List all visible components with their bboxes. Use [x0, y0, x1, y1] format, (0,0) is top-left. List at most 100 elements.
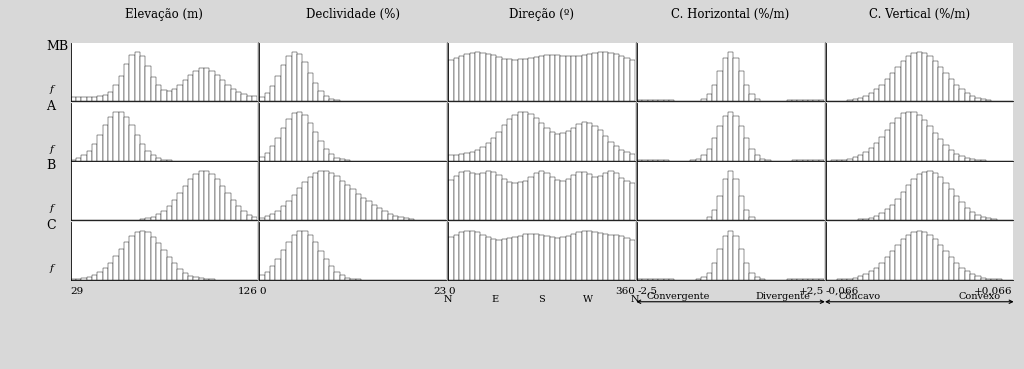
Bar: [318, 141, 324, 161]
Bar: [135, 52, 140, 101]
Bar: [577, 124, 582, 161]
Bar: [265, 152, 270, 161]
Bar: [518, 112, 523, 161]
Bar: [318, 171, 324, 220]
Bar: [922, 53, 928, 101]
Bar: [577, 172, 582, 220]
Bar: [313, 83, 318, 101]
Bar: [204, 68, 209, 101]
Text: Elevação (m): Elevação (m): [125, 8, 203, 21]
Bar: [981, 160, 986, 161]
Bar: [307, 177, 313, 220]
Bar: [119, 249, 124, 280]
Text: E: E: [492, 295, 499, 304]
Bar: [124, 117, 129, 161]
Bar: [723, 58, 728, 101]
Bar: [81, 278, 87, 280]
Bar: [129, 236, 135, 280]
Bar: [502, 179, 507, 220]
Bar: [786, 100, 792, 101]
Bar: [965, 208, 970, 220]
Bar: [885, 79, 890, 101]
Bar: [528, 58, 534, 101]
Bar: [743, 85, 750, 101]
Bar: [449, 237, 454, 280]
Bar: [928, 235, 933, 280]
Bar: [733, 179, 738, 220]
Bar: [209, 70, 215, 101]
Bar: [874, 143, 880, 161]
Bar: [847, 279, 853, 280]
Bar: [81, 155, 87, 161]
Bar: [140, 231, 145, 280]
Bar: [135, 232, 140, 280]
Bar: [863, 96, 868, 101]
Bar: [620, 150, 625, 161]
Bar: [792, 100, 798, 101]
Bar: [372, 205, 377, 220]
Bar: [664, 100, 669, 101]
Bar: [712, 210, 717, 220]
Bar: [307, 73, 313, 101]
Bar: [334, 100, 340, 101]
Bar: [717, 126, 723, 161]
Bar: [480, 147, 485, 161]
Bar: [114, 111, 119, 161]
Bar: [593, 232, 598, 280]
Bar: [943, 73, 948, 101]
Bar: [863, 152, 868, 161]
Bar: [965, 93, 970, 101]
Bar: [760, 159, 765, 161]
Bar: [545, 173, 550, 220]
Bar: [259, 275, 265, 280]
Bar: [71, 160, 76, 161]
Bar: [560, 238, 565, 280]
Bar: [502, 239, 507, 280]
Bar: [696, 159, 701, 161]
Bar: [485, 54, 490, 101]
Bar: [92, 97, 97, 101]
Bar: [281, 250, 286, 280]
Bar: [906, 111, 911, 161]
Bar: [135, 135, 140, 161]
Bar: [242, 94, 247, 101]
Bar: [750, 217, 755, 220]
Text: MB: MB: [46, 40, 69, 53]
Bar: [813, 100, 818, 101]
Bar: [701, 99, 707, 101]
Bar: [459, 232, 464, 280]
Bar: [512, 237, 518, 280]
Bar: [124, 242, 129, 280]
Bar: [140, 219, 145, 220]
Bar: [177, 193, 182, 220]
Bar: [959, 156, 965, 161]
Bar: [140, 56, 145, 101]
Text: +2,5: +2,5: [799, 287, 824, 296]
Bar: [252, 217, 257, 220]
Bar: [598, 233, 603, 280]
Bar: [587, 231, 593, 280]
Bar: [302, 231, 307, 280]
Bar: [620, 237, 625, 280]
Bar: [755, 277, 760, 280]
Bar: [145, 232, 151, 280]
Bar: [475, 174, 480, 220]
Bar: [991, 100, 996, 101]
Bar: [938, 177, 943, 220]
Bar: [986, 279, 991, 280]
Bar: [518, 59, 523, 101]
Bar: [539, 56, 545, 101]
Bar: [459, 56, 464, 101]
Bar: [630, 240, 635, 280]
Bar: [470, 173, 475, 220]
Text: 23: 23: [433, 287, 446, 296]
Bar: [225, 193, 230, 220]
Bar: [512, 183, 518, 220]
Bar: [933, 61, 938, 101]
Bar: [177, 85, 182, 101]
Bar: [393, 215, 398, 220]
Bar: [906, 186, 911, 220]
Bar: [916, 115, 922, 161]
Bar: [119, 111, 124, 161]
Bar: [307, 235, 313, 280]
